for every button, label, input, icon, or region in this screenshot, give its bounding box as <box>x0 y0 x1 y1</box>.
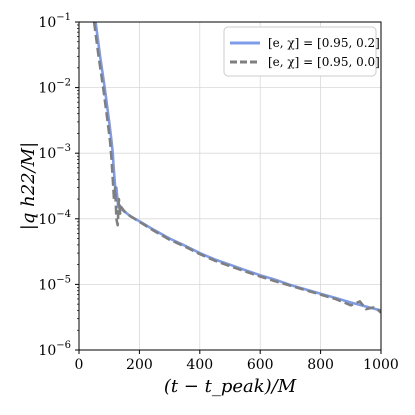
x-tick-label: 0 <box>75 357 84 373</box>
legend-label-series-1: [e, χ] = [0.95, 0.2] <box>268 36 380 50</box>
y-tick-label: 10−6 <box>38 340 71 359</box>
x-tick-label: 600 <box>247 357 274 373</box>
x-tick-label: 400 <box>186 357 213 373</box>
y-tick-label: 10−3 <box>38 143 71 162</box>
y-axis-label: |q h22/M| <box>18 142 39 230</box>
x-axis-label: (t − t_peak)/M <box>164 376 297 397</box>
legend-box <box>223 26 377 77</box>
plot-frame <box>78 21 382 351</box>
series-line-2 <box>92 22 381 314</box>
x-tick-label: 1000 <box>363 357 399 373</box>
y-tick-label: 10−5 <box>38 274 71 293</box>
legend: [e, χ] = [0.95, 0.2] [e, χ] = [0.95, 0.0… <box>223 26 380 77</box>
grid <box>78 21 382 351</box>
ticks: 0 200 400 600 800 1000 10−6 10−5 10−4 10−3 10−2 10−… <box>38 12 398 373</box>
y-tick-label: 10−1 <box>38 12 71 31</box>
series-layer <box>92 22 381 314</box>
y-tick-label: 10−2 <box>38 78 71 97</box>
x-tick-label: 800 <box>307 357 334 373</box>
legend-label-series-2: [e, χ] = [0.95, 0.0] <box>268 55 380 69</box>
x-tick-label: 200 <box>126 357 153 373</box>
y-tick-label: 10−4 <box>38 209 71 228</box>
